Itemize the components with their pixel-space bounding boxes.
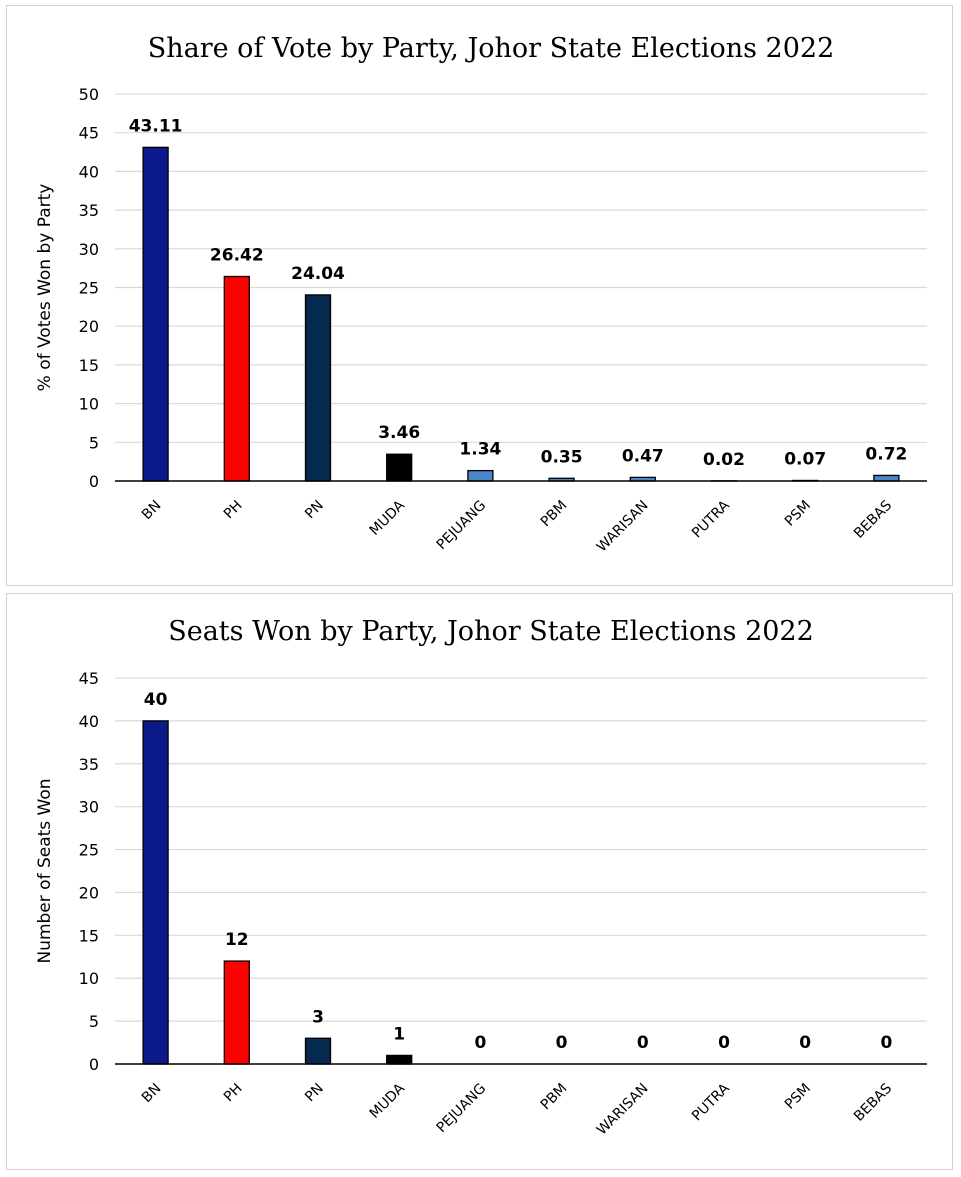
y-axis-label: % of Votes Won by Party [35, 184, 55, 392]
data-label-muda: 3.46 [378, 423, 420, 443]
data-label-pn: 24.04 [291, 264, 345, 284]
x-tick-label-warisan: WARISAN [594, 498, 652, 556]
x-tick-label-bn: BN [139, 498, 165, 524]
y-tick-label: 15 [79, 926, 99, 945]
y-tick-label: 15 [79, 356, 99, 375]
bar-pejuang [467, 469, 494, 482]
data-label-warisan: 0 [637, 1033, 649, 1053]
x-tick-label-pbm: PBM [538, 1081, 571, 1114]
x-tick-label-putra: PUTRA [689, 1080, 733, 1124]
y-tick-label: 35 [79, 201, 99, 220]
data-label-psm: 0.07 [784, 449, 826, 469]
data-label-pejuang: 0 [474, 1033, 486, 1053]
x-tick-label-pn: PN [302, 1081, 327, 1106]
y-tick-label: 45 [79, 124, 99, 143]
seats-won-chart: Seats Won by Party, Johor State Election… [35, 616, 927, 1139]
y-axis-label: Number of Seats Won [35, 778, 55, 963]
x-tick-label-putra: PUTRA [689, 497, 733, 541]
data-label-bebas: 0 [880, 1033, 892, 1053]
x-tick-label-pejuang: PEJUANG [434, 1081, 490, 1137]
y-tick-label: 35 [79, 755, 99, 774]
chart-title: Seats Won by Party, Johor State Election… [168, 616, 814, 647]
y-tick-label: 10 [79, 395, 99, 414]
data-label-bn: 43.11 [129, 116, 183, 136]
x-tick-label-bebas: BEBAS [851, 1080, 895, 1124]
x-tick-label-muda: MUDA [367, 1080, 409, 1122]
data-label-putra: 0 [718, 1033, 730, 1053]
data-label-pbm: 0.35 [541, 447, 583, 467]
data-label-psm: 0 [799, 1033, 811, 1053]
bar-pn [304, 1037, 332, 1065]
x-tick-label-ph: PH [221, 498, 246, 523]
y-tick-label: 30 [79, 240, 99, 259]
data-label-ph: 26.42 [210, 246, 264, 266]
bar-ph [223, 275, 250, 482]
data-label-ph: 12 [225, 930, 249, 950]
x-tick-label-psm: PSM [782, 1081, 814, 1113]
vote-share-chart: Share of Vote by Party, Johor State Elec… [35, 33, 927, 556]
x-tick-label-psm: PSM [782, 498, 814, 530]
data-label-warisan: 0.47 [622, 446, 664, 466]
data-label-muda: 1 [393, 1024, 405, 1044]
x-tick-label-ph: PH [221, 1081, 246, 1106]
bar-ph [223, 960, 250, 1065]
y-tick-label: 0 [89, 1055, 99, 1074]
seats-won-chart-panel: Seats Won by Party, Johor State Election… [6, 593, 953, 1170]
y-tick-label: 10 [79, 969, 99, 988]
data-label-bn: 40 [144, 690, 168, 710]
vote-share-chart-panel: Share of Vote by Party, Johor State Elec… [6, 5, 953, 586]
y-tick-label: 45 [79, 669, 99, 688]
x-tick-label-pejuang: PEJUANG [434, 498, 490, 554]
data-label-pn: 3 [312, 1007, 324, 1027]
y-tick-label: 40 [79, 162, 99, 181]
x-tick-label-bebas: BEBAS [851, 497, 895, 541]
x-tick-label-pn: PN [302, 498, 327, 523]
y-tick-label: 20 [79, 317, 99, 336]
y-tick-label: 30 [79, 798, 99, 817]
data-label-putra: 0.02 [703, 450, 745, 470]
y-tick-label: 25 [79, 841, 99, 860]
y-tick-label: 0 [89, 472, 99, 491]
x-tick-label-warisan: WARISAN [594, 1081, 652, 1139]
data-label-pejuang: 1.34 [459, 440, 501, 460]
x-tick-label-muda: MUDA [367, 497, 409, 539]
y-tick-label: 5 [89, 1012, 99, 1031]
bar-pn [304, 294, 332, 482]
data-label-bebas: 0.72 [865, 444, 907, 464]
x-tick-label-pbm: PBM [538, 498, 571, 531]
y-tick-label: 50 [79, 85, 99, 104]
bar-muda [386, 453, 413, 482]
y-tick-label: 5 [89, 433, 99, 452]
y-tick-label: 20 [79, 883, 99, 902]
y-tick-label: 25 [79, 279, 99, 298]
x-tick-label-bn: BN [139, 1081, 165, 1107]
bar-bn [142, 720, 169, 1065]
y-tick-label: 40 [79, 712, 99, 731]
data-label-pbm: 0 [556, 1033, 568, 1053]
bar-bebas [873, 474, 900, 482]
bar-bn [142, 146, 169, 482]
chart-title: Share of Vote by Party, Johor State Elec… [148, 33, 835, 64]
bar-muda [386, 1054, 413, 1065]
